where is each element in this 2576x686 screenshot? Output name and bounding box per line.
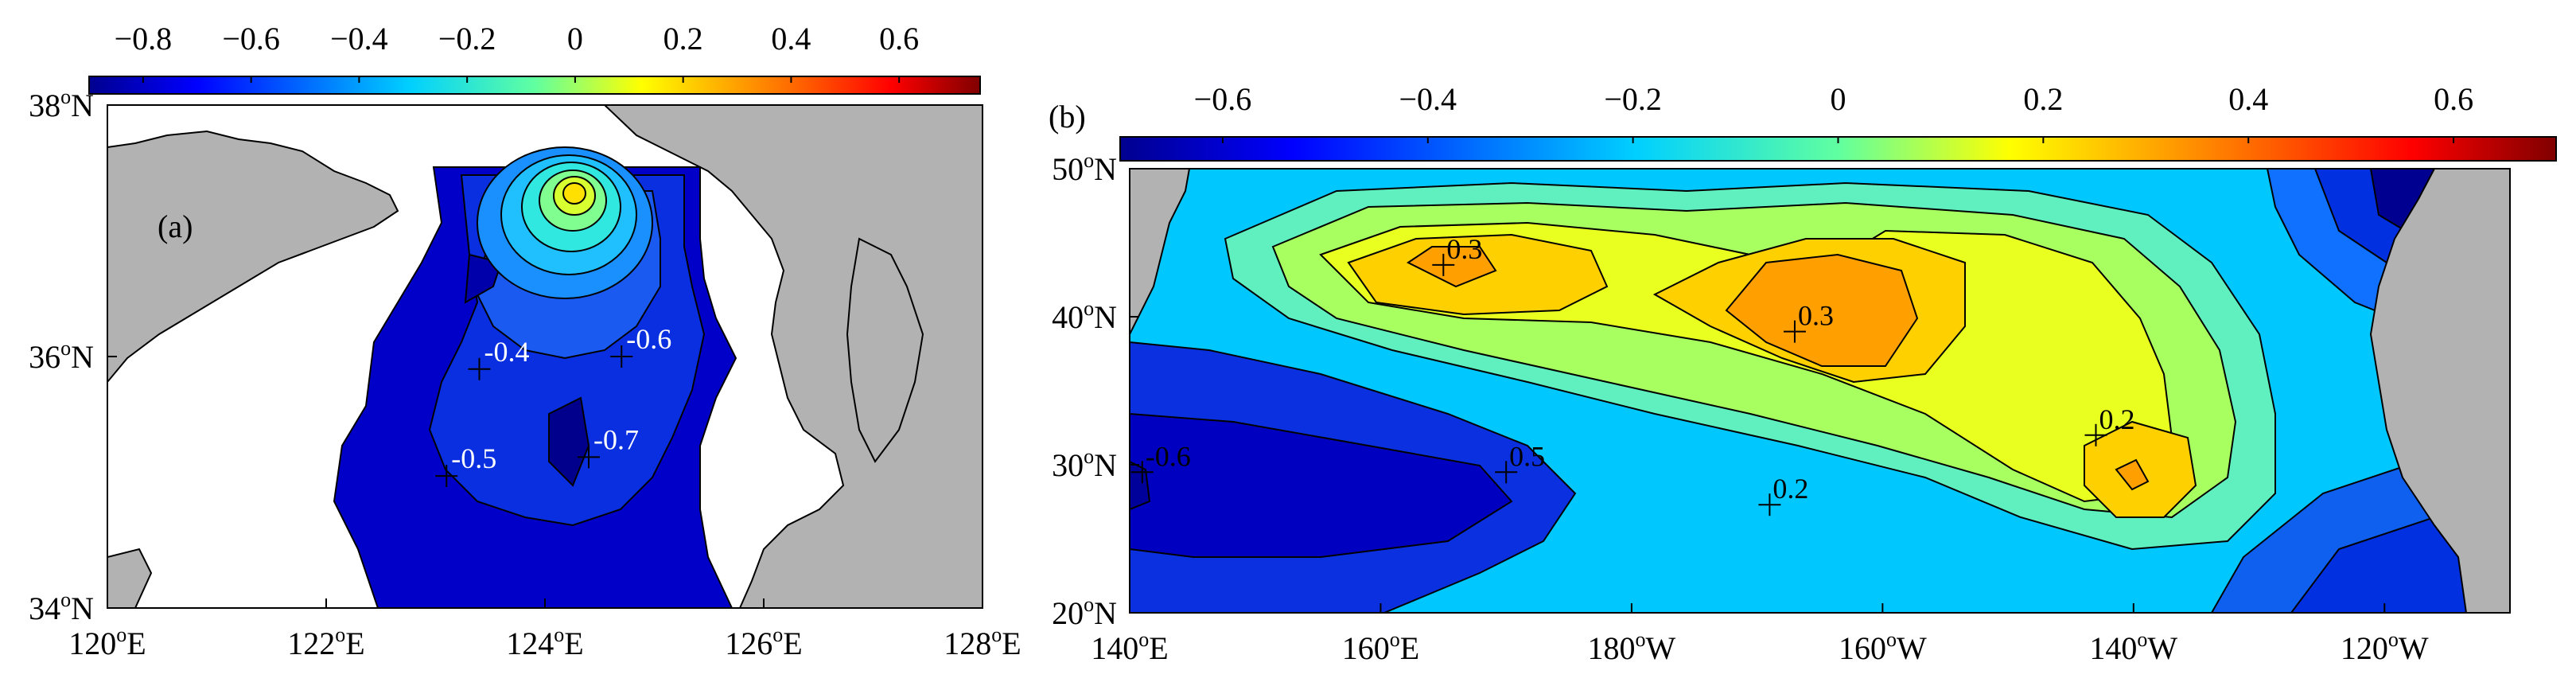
lon-tick-label-a: 120oE — [68, 623, 146, 661]
panel-a-label: (a) — [158, 209, 193, 244]
colorbar-a-tick-label: 0.2 — [663, 21, 703, 57]
lon-tick-label-b: 120oW — [2341, 628, 2429, 666]
marker-label: 0.2 — [2099, 403, 2135, 435]
marker-label: -0.4 — [484, 336, 530, 368]
colorbar-b-tick-label: −0.4 — [1399, 81, 1457, 117]
colorbar-b-tick-label: −0.6 — [1194, 81, 1252, 117]
lat-tick-label-a: 38oN — [29, 85, 94, 123]
map-b-frame — [1129, 168, 2511, 614]
lon-tick-label-a: 124oE — [506, 623, 583, 661]
panel-b: (b) −0.6 −0.4 −0.2 0 0.2 0.4 0.6 0.3 0.3 0.2 -0.6… — [1049, 81, 2557, 666]
panel-b-label: (b) — [1049, 99, 1086, 134]
lon-tick-label-b: 180oW — [1588, 628, 1676, 666]
colorbar-a-bar — [88, 76, 981, 95]
lat-tick-label-a: 36oN — [29, 337, 94, 375]
land-korea-peninsula-gap — [846, 237, 924, 463]
lat-tick-label-b: 50oN — [1052, 149, 1117, 187]
colorbar-b-tick-label: 0.6 — [2434, 81, 2473, 117]
marker-label: -0.6 — [626, 323, 671, 355]
lon-tick-label-b: 160oE — [1342, 628, 1419, 666]
map-a: -0.4 -0.6 -0.5 -0.7 — [107, 105, 983, 608]
lon-tick-label-b: 140oW — [2089, 628, 2177, 666]
colorbar-a-tick-label: 0.4 — [771, 21, 811, 57]
colorbar-a: −0.8 −0.6 −0.4 −0.2 0 0.2 0.4 0.6 — [88, 21, 981, 95]
marker-label: 0.3 — [1446, 233, 1482, 265]
colorbar-a-tick-label: −0.8 — [115, 21, 173, 57]
marker-label: -0.7 — [593, 423, 639, 455]
lon-tick-label-b: 140oE — [1091, 628, 1168, 666]
colorbar-a-tick-label: 0 — [567, 21, 583, 57]
contour-field-a — [333, 146, 737, 608]
colorbar-a-tick-label: −0.6 — [222, 21, 280, 57]
marker-label: -0.6 — [1146, 440, 1191, 472]
land-korea — [603, 105, 983, 608]
land-china — [107, 130, 399, 384]
lat-tick-label-b: 20oN — [1052, 593, 1117, 631]
lat-tick-label-b: 30oN — [1052, 445, 1117, 483]
map-b: 0.3 0.3 0.2 -0.6 0.5 0.2 — [1130, 169, 2510, 613]
colorbar-b-tick-label: 0.2 — [2023, 81, 2063, 117]
land-china-south — [107, 548, 153, 608]
colorbar-b-tick-label: −0.2 — [1604, 81, 1662, 117]
colorbar-b-tick-label: 0 — [1831, 81, 1846, 117]
lat-tick-label-a: 34oN — [29, 588, 94, 626]
panel-a: −0.8 −0.6 −0.4 −0.2 0 0.2 0.4 0.6 -0.4 -0.6-0.5-… — [29, 21, 1021, 661]
marker-label: 0.5 — [1509, 440, 1545, 472]
marker-label: 0.3 — [1798, 300, 1834, 332]
colorbar-a-tick-label: −0.4 — [330, 21, 388, 57]
lon-tick-label-b: 160oW — [1839, 628, 1927, 666]
colorbar-a-tick-label: −0.2 — [438, 21, 496, 57]
lon-tick-label-a: 122oE — [287, 623, 364, 661]
colorbar-b-tick-label: 0.4 — [2228, 81, 2268, 117]
marker-label: -0.5 — [451, 442, 496, 474]
marker-label: 0.2 — [1772, 473, 1808, 505]
lat-tick-label-b: 40oN — [1052, 297, 1117, 335]
colorbar-b: −0.6 −0.4 −0.2 0 0.2 0.4 0.6 — [1119, 81, 2557, 162]
lon-tick-label-a: 128oE — [944, 623, 1021, 661]
colorbar-a-tick-label: 0.6 — [879, 21, 919, 57]
lon-tick-label-a: 126oE — [725, 623, 802, 661]
